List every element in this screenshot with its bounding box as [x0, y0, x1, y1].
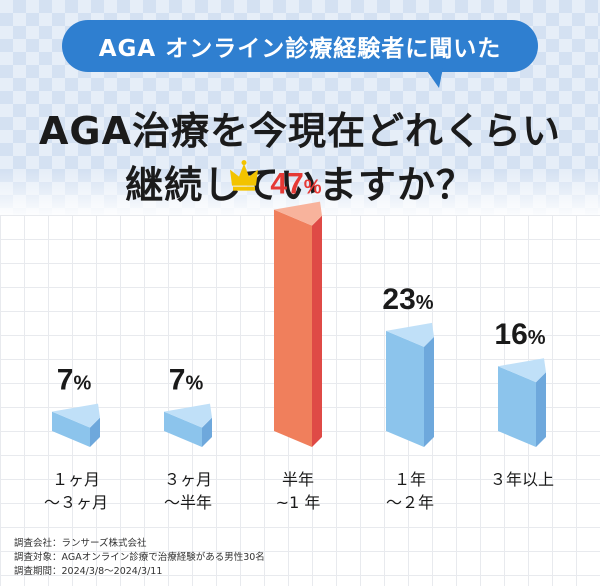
category-label-1-0: ３ヶ月 — [164, 470, 212, 489]
bar-top-0 — [52, 403, 100, 428]
value-label-4: 16% — [494, 318, 545, 351]
bar-front-2 — [274, 209, 312, 447]
footnote-company: 調査会社：ランサーズ株式会社 — [14, 538, 147, 549]
value-label-1: 7% — [169, 364, 204, 397]
bar-front-4 — [498, 366, 536, 447]
bar-front-0 — [52, 411, 90, 447]
bar-top-2 — [274, 201, 322, 226]
value-label-3: 23% — [382, 283, 433, 316]
crown-icon-base — [233, 186, 255, 191]
bar-top-3 — [386, 322, 434, 347]
category-label-3-1: ～２年 — [386, 493, 434, 512]
value-label-0: 7% — [57, 364, 92, 397]
bar-side-4 — [536, 372, 546, 447]
speech-bubble: AGA オンライン診療経験者に聞いた — [62, 20, 538, 88]
value-label-2: 47% — [270, 168, 321, 201]
speech-bubble-text: AGA オンライン診療経験者に聞いた — [62, 20, 538, 72]
bar-side-2 — [312, 215, 322, 447]
category-label-2-1: ~1 年 — [276, 493, 321, 512]
title-line-2: 継続していますか？ — [125, 163, 475, 207]
bar-front-1 — [164, 411, 202, 447]
category-label-0-0: １ヶ月 — [52, 470, 100, 489]
crown-icon — [230, 163, 258, 186]
footnote-subject: 調査対象：AGAオンライン診療で治療経験がある男性30名 — [14, 552, 265, 563]
bar-top-1 — [164, 403, 212, 428]
category-label-4-0: ３年以上 — [490, 470, 554, 489]
category-label-3-0: １年 — [394, 470, 426, 489]
category-label-1-1: ～半年 — [164, 493, 212, 512]
speech-bubble-tail — [425, 68, 443, 88]
category-label-2-0: 半年 — [282, 470, 314, 489]
footnote-period: 調査期間：2024/3/8～2024/3/11 — [14, 566, 163, 577]
bar-side-3 — [424, 336, 434, 447]
bar-top-4 — [498, 358, 546, 383]
bar-side-1 — [202, 417, 212, 447]
crown-icon-jewel — [241, 160, 247, 166]
title-line-1: AGA治療を今現在どれくらい — [38, 109, 561, 153]
category-label-0-1: ～３ヶ月 — [44, 493, 108, 512]
bar-side-0 — [90, 417, 100, 447]
bar-front-3 — [386, 330, 424, 447]
